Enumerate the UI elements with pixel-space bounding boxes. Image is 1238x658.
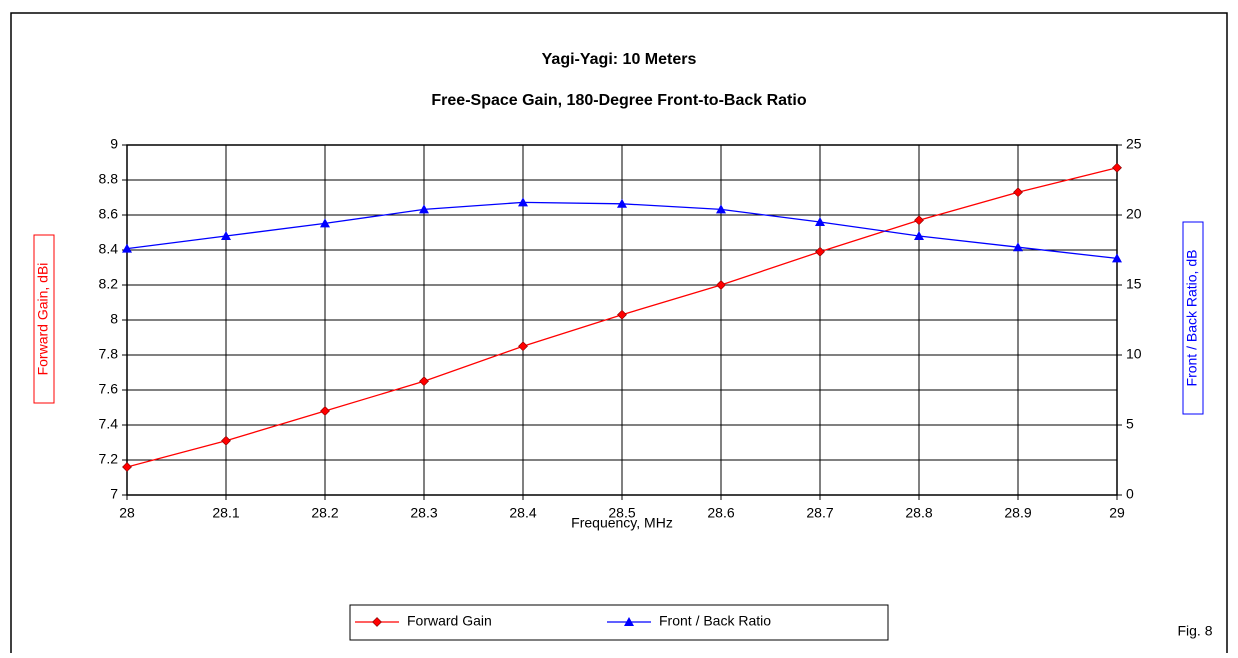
x-tick-label: 28.9 [1004,505,1031,521]
marker [221,435,231,446]
y2-tick-label: 15 [1126,276,1142,292]
y-tick-label: 8.8 [99,171,119,187]
marker [320,406,330,416]
legend-label: Forward Gain [407,613,492,629]
legend-label: Front / Back Ratio [659,613,771,629]
marker [320,218,330,228]
marker [1013,187,1023,198]
marker [419,204,429,214]
x-axis-label: Frequency, MHz [571,515,673,531]
y-axis-label-box [33,234,55,404]
y2-tick-label: 5 [1126,416,1134,432]
marker [815,217,825,226]
y-tick-label: 7.8 [99,346,119,362]
marker [372,617,382,627]
y-tick-label: 7.4 [99,416,119,432]
chart-subtitle: Free-Space Gain, 180-Degree Front-to-Bac… [431,92,806,109]
y-tick-label: 8.6 [99,206,119,222]
y2-axis-label: Front / Back Ratio, dB [1184,250,1200,387]
x-tick-label: 28.8 [905,505,932,521]
x-tick-label: 29 [1109,505,1125,521]
y-tick-label: 7 [110,486,118,502]
marker [624,617,634,626]
marker [716,204,726,214]
y-tick-label: 9 [110,136,118,152]
marker [617,309,627,320]
marker [617,198,627,208]
marker [914,231,924,240]
marker [122,462,132,472]
y-tick-label: 7.2 [99,451,119,467]
marker [122,243,132,253]
x-tick-label: 28.3 [410,505,437,521]
y2-tick-label: 10 [1126,346,1142,362]
y2-axis-label-box [1182,221,1204,415]
marker [518,341,528,352]
x-tick-label: 28.5 [608,505,635,521]
x-tick-label: 28.2 [311,505,338,521]
x-tick-label: 28.6 [707,505,734,521]
x-tick-label: 28.7 [806,505,833,521]
marker [914,215,924,226]
marker [1013,242,1023,252]
y2-tick-label: 20 [1126,206,1142,222]
y-tick-label: 8 [110,311,118,327]
x-tick-label: 28 [119,505,135,521]
y-tick-label: 8.4 [99,241,119,257]
y-tick-label: 8.2 [99,276,119,292]
marker [518,197,528,207]
chart-title: Yagi-Yagi: 10 Meters [542,51,697,68]
marker [815,246,825,257]
y2-tick-label: 25 [1126,136,1142,152]
plot-border [126,144,1118,496]
annotation: Fig. 8 [1177,623,1212,639]
y-axis-label: Forward Gain, dBi [35,263,51,376]
marker [1112,162,1122,173]
marker [716,280,726,290]
x-tick-label: 28.1 [212,505,239,521]
y-tick-label: 7.6 [99,381,119,397]
marker [419,376,429,387]
marker [221,231,231,240]
y2-tick-label: 0 [1126,486,1134,502]
x-tick-label: 28.4 [509,505,536,521]
marker [1112,253,1122,263]
